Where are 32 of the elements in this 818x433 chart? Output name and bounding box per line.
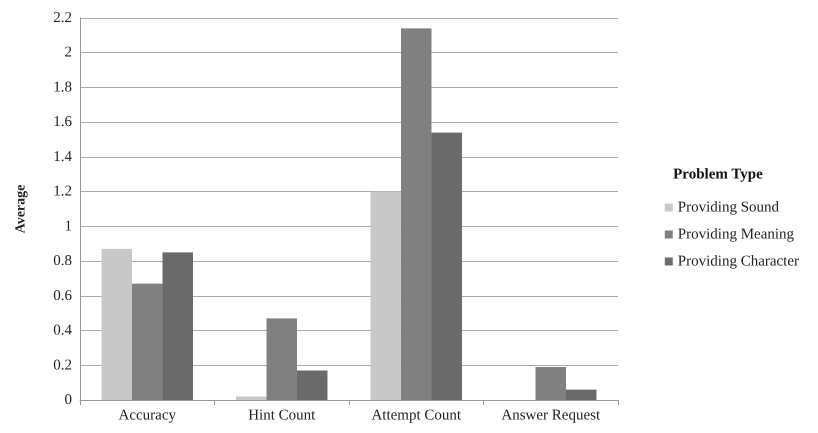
legend-label: Providing Character (678, 254, 800, 270)
legend-label: Providing Sound (678, 200, 780, 216)
legend-label: Providing Meaning (678, 226, 795, 242)
bar (102, 248, 132, 400)
legend-title: Problem Type (673, 166, 764, 182)
y-axis-title: Average (14, 184, 28, 234)
bar (266, 318, 297, 400)
y-tick-label: 0.8 (53, 253, 72, 270)
bar (566, 390, 596, 400)
bar (236, 396, 267, 400)
y-tick-label: 2 (64, 44, 72, 61)
bar (536, 367, 566, 400)
bar (431, 132, 462, 400)
y-tick-label: 0.6 (53, 288, 72, 304)
y-tick-label: 1.6 (53, 114, 72, 130)
bar (132, 284, 162, 400)
bar (162, 252, 193, 400)
x-tick-label: Accuracy (118, 408, 176, 424)
y-tick-label: 2.2 (53, 10, 72, 26)
bar (296, 370, 328, 400)
x-tick-label: Attempt Count (371, 408, 462, 424)
bar (401, 28, 432, 400)
y-tick-label: 1.8 (53, 79, 72, 96)
y-tick-label: 1.2 (53, 184, 72, 200)
y-tick-label: 1.4 (53, 148, 72, 165)
y-tick-label: 0 (64, 392, 72, 408)
y-tick-label: 1 (64, 218, 72, 234)
x-tick-label: Answer Request (501, 408, 601, 424)
y-tick-label: 0.2 (53, 357, 72, 374)
bar (370, 192, 402, 400)
x-tick-label: Hint Count (248, 408, 316, 424)
y-tick-label: 0.4 (53, 322, 72, 339)
